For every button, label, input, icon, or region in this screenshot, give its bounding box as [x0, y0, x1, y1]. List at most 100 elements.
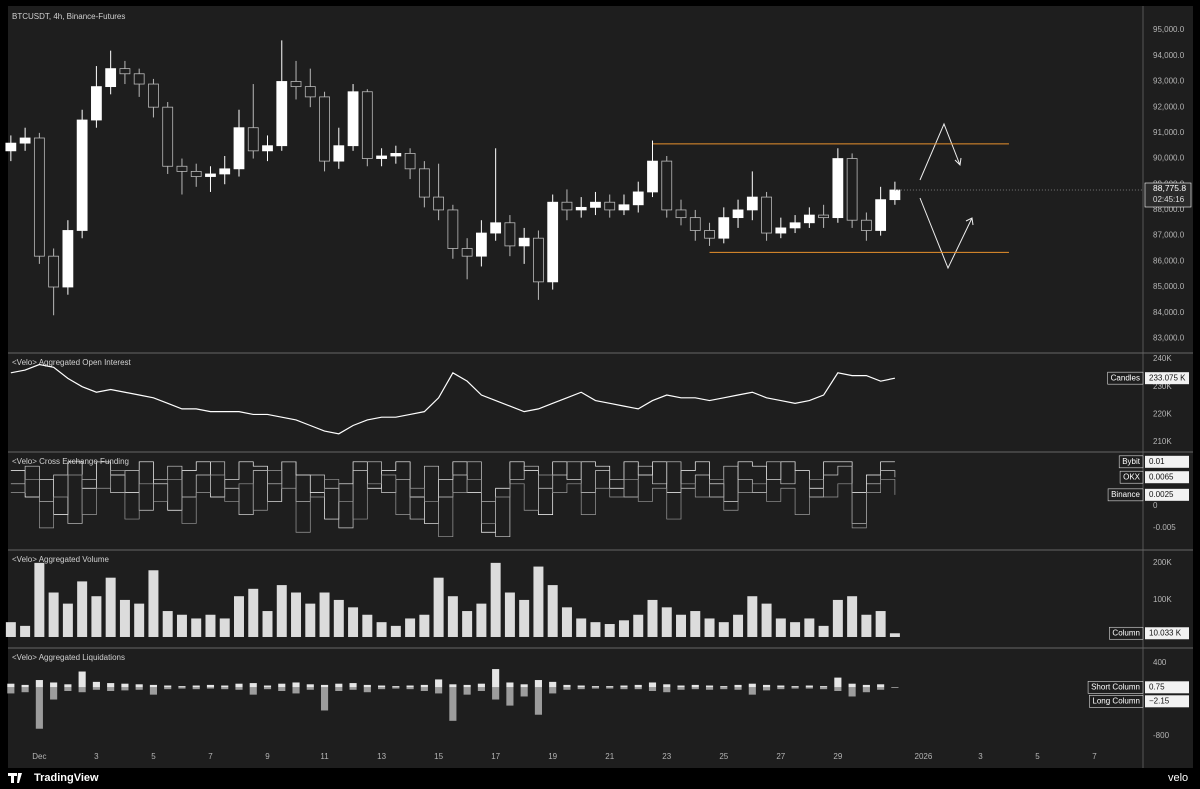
x-tick-label: 5 [151, 752, 156, 761]
bar [647, 599, 658, 637]
candle-body [62, 230, 74, 288]
y-tick-label: -0.005 [1153, 523, 1176, 532]
bar [877, 687, 885, 690]
candle-body [48, 255, 60, 288]
bar [433, 577, 444, 637]
bar [775, 618, 786, 637]
bar [121, 687, 129, 691]
candle-body [732, 209, 744, 219]
bar [820, 686, 828, 688]
x-tick-label: 15 [434, 752, 443, 761]
bar [847, 596, 858, 637]
candle-body [190, 170, 202, 177]
candle-body [105, 68, 117, 88]
y-tick-label: 0 [1153, 501, 1158, 510]
bar [249, 687, 257, 695]
x-tick-label: 25 [719, 752, 728, 761]
legend-name: Long Column [1092, 696, 1140, 705]
y-tick-label: 230K [1153, 382, 1172, 391]
bar [818, 625, 829, 637]
bar [549, 687, 557, 694]
bar [520, 684, 528, 688]
legend-value: 233.075 K [1149, 373, 1186, 382]
bar [861, 614, 872, 637]
legend-name-box [1118, 455, 1144, 469]
bar [92, 681, 100, 688]
last-price-box [1144, 182, 1192, 208]
bar [320, 687, 329, 711]
bar [561, 607, 572, 637]
bar [263, 687, 272, 690]
bar [50, 682, 58, 688]
bar [832, 599, 843, 637]
bar [34, 562, 45, 637]
pane-title: <Velo> Aggregated Liquidations [12, 653, 125, 662]
candle-body [761, 196, 772, 234]
bar [278, 683, 286, 688]
bar [105, 577, 116, 637]
bar [533, 566, 544, 637]
x-tick-label: 11 [320, 752, 329, 761]
bar [119, 599, 130, 637]
bar [705, 687, 714, 690]
bar [718, 622, 729, 637]
y-tick-label: 93,000.0 [1153, 77, 1185, 86]
bar [449, 684, 457, 688]
bar [591, 687, 600, 689]
y-tick-label: 84,000.0 [1153, 308, 1185, 317]
candle-body [247, 127, 259, 152]
bar [205, 614, 216, 637]
y-tick-label: 95,000.0 [1153, 25, 1185, 34]
bar [78, 687, 86, 693]
bar [791, 687, 799, 689]
legend-name-box [1107, 371, 1144, 385]
bar [62, 603, 73, 637]
y-tick-label: 400 [1153, 658, 1167, 667]
bar [348, 607, 359, 637]
x-tick-label: 7 [208, 752, 213, 761]
legend-name-box [1107, 488, 1144, 502]
candle-body [461, 248, 473, 257]
legend-value-box [1145, 488, 1189, 501]
bar [35, 687, 43, 729]
bar [134, 603, 145, 637]
legend-name-box [1089, 695, 1144, 708]
bar [64, 684, 72, 688]
y-tick-label: 85,000.0 [1153, 282, 1185, 291]
bar [691, 687, 699, 690]
candle-body [233, 127, 245, 170]
background [8, 6, 1193, 768]
bar [392, 687, 400, 689]
candle-body [818, 214, 829, 219]
bar [249, 683, 257, 688]
bar [477, 687, 485, 691]
legend-value: 0.0065 [1149, 472, 1174, 481]
bar [48, 592, 59, 637]
legend-value-box [1145, 627, 1189, 640]
bar [306, 687, 314, 690]
candle-body [746, 196, 758, 211]
bar [91, 596, 102, 637]
bar [278, 687, 286, 691]
legend-value: 0.01 [1149, 457, 1165, 466]
candle-body [347, 91, 359, 147]
candle-body [518, 237, 530, 247]
bar [834, 677, 842, 688]
last-price: 88,775.8 [1153, 183, 1186, 193]
bar [221, 685, 229, 688]
x-tick-label: 9 [265, 752, 270, 761]
bar [748, 683, 756, 688]
x-tick-label: 3 [978, 752, 983, 761]
bar [149, 687, 158, 695]
candle-body [490, 222, 502, 234]
candle-body [875, 199, 887, 231]
bar [763, 684, 771, 688]
bar [50, 687, 58, 700]
x-tick-label: 21 [605, 752, 614, 761]
x-tick-label: Dec [32, 752, 46, 761]
bar [435, 687, 443, 694]
candle-body [119, 68, 131, 75]
bar [107, 683, 115, 688]
